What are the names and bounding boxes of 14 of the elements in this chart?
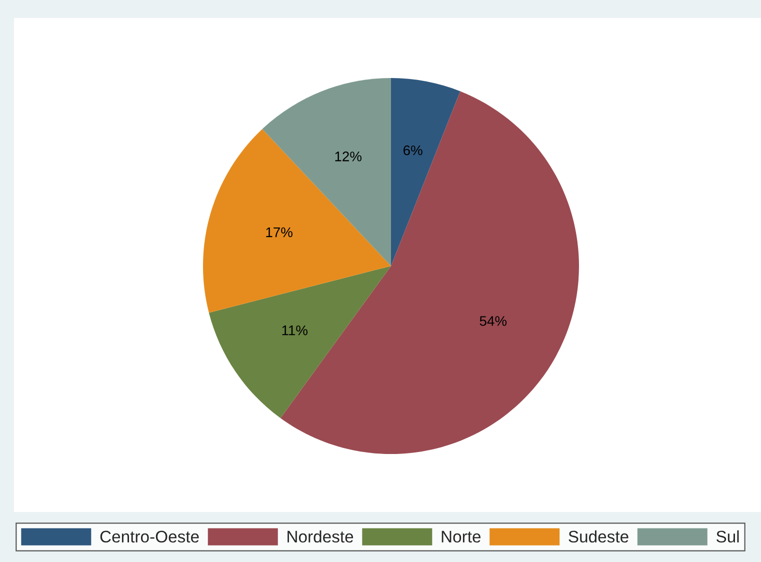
legend-label: Centro-Oeste [100,530,199,543]
data-label: 11% [282,325,308,336]
legend-label: Norte [442,530,481,543]
legend-label: Sudeste [568,530,628,543]
data-label: 54% [480,316,507,326]
pie-slice [208,266,391,418]
data-label: 17% [266,227,292,238]
legend-label: Sul [716,530,739,543]
data-label: 12% [335,152,362,162]
pie-slice [391,78,460,266]
data-label: 6% [404,145,422,156]
pie-slice [203,128,391,313]
legend-label: Nordeste [288,530,354,543]
pie-slice [262,78,391,266]
